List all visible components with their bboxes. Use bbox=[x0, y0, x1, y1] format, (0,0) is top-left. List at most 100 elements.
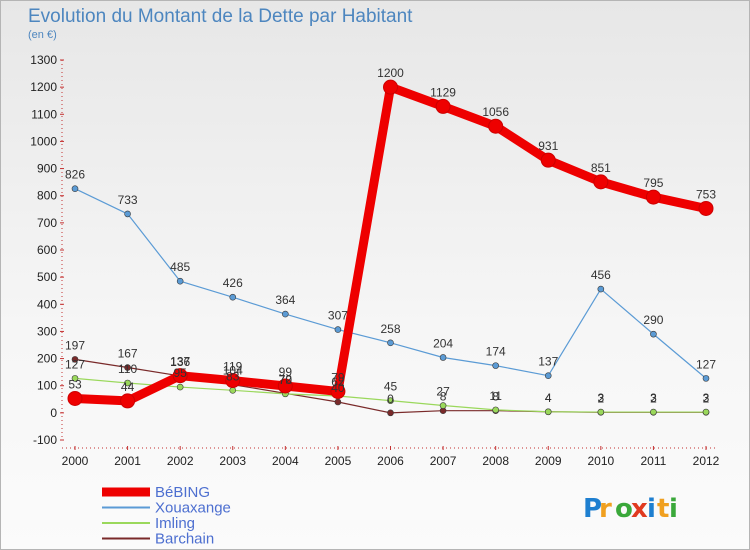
data-point bbox=[334, 398, 342, 406]
data-label: 95 bbox=[173, 366, 187, 380]
data-point bbox=[544, 408, 552, 416]
x-tick-label: 2010 bbox=[587, 454, 614, 468]
data-label: 2 bbox=[703, 391, 710, 405]
data-point bbox=[439, 402, 447, 409]
data-label: 753 bbox=[696, 187, 716, 201]
data-label: 1129 bbox=[430, 85, 456, 99]
data-point bbox=[698, 200, 714, 216]
y-tick-label: -100 bbox=[33, 433, 57, 447]
data-point bbox=[71, 185, 79, 192]
data-label: 258 bbox=[380, 322, 400, 336]
data-label: 2 bbox=[650, 391, 657, 405]
data-label: 137 bbox=[170, 355, 190, 369]
data-point bbox=[544, 372, 552, 379]
legend-label: Xouaxange bbox=[155, 500, 231, 517]
x-tick-label: 2009 bbox=[535, 454, 562, 468]
data-point bbox=[225, 373, 241, 389]
data-point bbox=[650, 408, 657, 416]
data-point bbox=[71, 375, 79, 382]
data-label: 364 bbox=[275, 293, 295, 307]
data-label: 167 bbox=[118, 347, 138, 361]
data-point bbox=[645, 189, 661, 205]
data-label: 127 bbox=[696, 357, 716, 371]
data-label: 733 bbox=[118, 193, 138, 207]
data-point bbox=[492, 362, 499, 369]
chart-subtitle: (en €) bbox=[28, 29, 57, 41]
data-label: 11 bbox=[489, 389, 502, 403]
data-label: 204 bbox=[433, 336, 453, 350]
data-label: 3 bbox=[650, 391, 657, 405]
data-point bbox=[124, 364, 131, 371]
brand-letter: t bbox=[657, 494, 669, 524]
y-tick-label: 700 bbox=[37, 216, 57, 230]
data-label: 2 bbox=[597, 391, 604, 405]
data-label: 1056 bbox=[482, 105, 509, 119]
data-point bbox=[593, 174, 609, 190]
brand-letter: P bbox=[583, 494, 602, 524]
x-tick-label: 2007 bbox=[430, 454, 457, 468]
y-tick-label: 400 bbox=[37, 297, 57, 311]
y-tick-label: 200 bbox=[37, 352, 57, 366]
data-label: 110 bbox=[118, 362, 137, 376]
data-label: 4 bbox=[545, 391, 552, 405]
data-point bbox=[650, 330, 657, 338]
data-point bbox=[702, 375, 710, 382]
data-point bbox=[176, 383, 184, 391]
data-label: 79 bbox=[331, 370, 345, 384]
x-tick-label: 2000 bbox=[62, 454, 89, 468]
x-tick-label: 2011 bbox=[641, 454, 667, 468]
data-point bbox=[277, 378, 293, 394]
data-label: 456 bbox=[591, 268, 611, 282]
x-tick-label: 2003 bbox=[219, 454, 246, 468]
data-point bbox=[124, 210, 131, 218]
data-label: 826 bbox=[65, 168, 85, 182]
data-point bbox=[387, 397, 394, 404]
data-label: 795 bbox=[643, 176, 663, 190]
data-point bbox=[492, 406, 499, 414]
brand-letter: i bbox=[669, 494, 678, 524]
x-tick-label: 2008 bbox=[482, 454, 509, 468]
data-label: 8 bbox=[492, 390, 499, 404]
data-point bbox=[387, 409, 394, 417]
data-label: 485 bbox=[170, 260, 190, 274]
data-label: 40 bbox=[331, 381, 345, 395]
y-tick-label: 300 bbox=[37, 324, 57, 338]
data-point bbox=[67, 390, 83, 406]
brand-letter: r bbox=[599, 494, 612, 524]
data-label: 307 bbox=[328, 309, 348, 323]
data-label: 44 bbox=[121, 380, 135, 394]
brand-logo: Pr ox i t i bbox=[583, 494, 678, 524]
data-point bbox=[124, 379, 131, 387]
data-label: 3 bbox=[597, 391, 604, 405]
y-tick-label: 1300 bbox=[30, 53, 57, 67]
data-label: 4 bbox=[545, 391, 552, 405]
data-label: 136 bbox=[170, 355, 190, 369]
data-point bbox=[120, 393, 136, 409]
data-label: 127 bbox=[65, 357, 85, 371]
data-point bbox=[597, 408, 605, 416]
data-label: 851 bbox=[591, 161, 611, 175]
x-tick-label: 2002 bbox=[167, 454, 194, 468]
y-tick-label: 1100 bbox=[31, 107, 57, 121]
chart-title: Evolution du Montant de la Dette par Hab… bbox=[28, 6, 413, 27]
data-label: 72 bbox=[279, 372, 293, 386]
data-point bbox=[176, 277, 184, 285]
data-point bbox=[282, 310, 289, 318]
data-point bbox=[330, 383, 346, 399]
data-point bbox=[597, 285, 605, 293]
x-tick-label: 2001 bbox=[114, 454, 141, 468]
y-tick-label: 800 bbox=[37, 189, 57, 203]
data-label: 53 bbox=[68, 377, 82, 391]
data-label: 45 bbox=[384, 380, 398, 394]
data-label: 137 bbox=[538, 355, 558, 369]
legend-label: Imling bbox=[155, 515, 195, 532]
data-point bbox=[172, 368, 188, 384]
data-label: 99 bbox=[279, 365, 293, 379]
series-line-1 bbox=[74, 188, 707, 379]
data-label: 104 bbox=[223, 364, 243, 378]
data-point bbox=[488, 118, 504, 134]
data-label: 931 bbox=[538, 139, 558, 153]
